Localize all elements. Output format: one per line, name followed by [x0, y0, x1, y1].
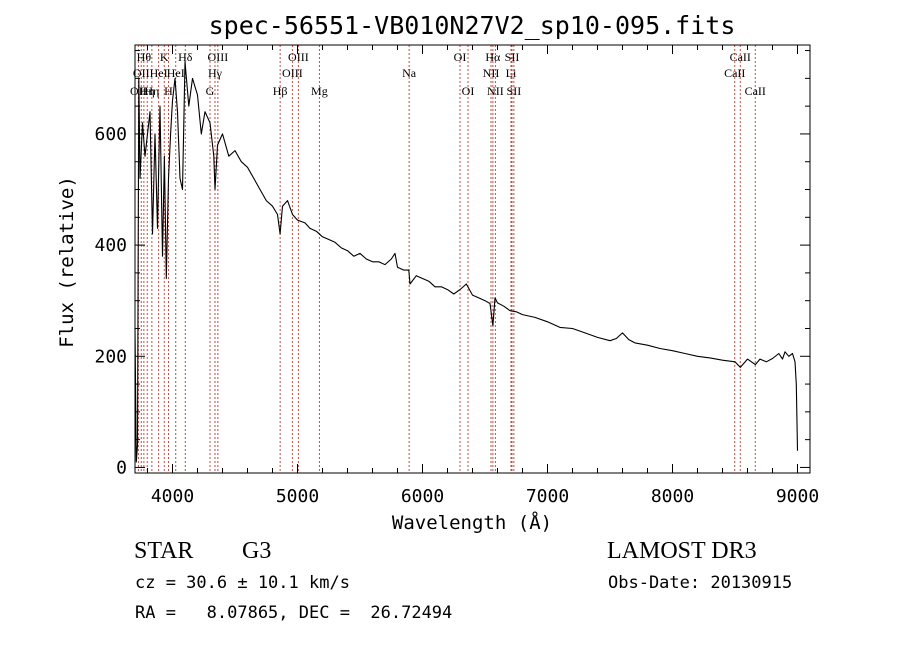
x-tick-label: 7000: [526, 486, 569, 507]
line-marker-label: Hγ: [208, 66, 223, 80]
obs-date-text: Obs-Date: 20130915: [608, 573, 793, 593]
line-marker-label: CaII: [724, 66, 745, 80]
line-marker-label: Hα: [485, 50, 501, 64]
x-tick-label: 9000: [776, 486, 819, 507]
line-marker-label: Hη: [140, 84, 155, 98]
line-marker-label: OI: [454, 50, 467, 64]
line-marker-label: OI: [462, 84, 475, 98]
x-tick-label: 8000: [651, 486, 694, 507]
line-marker-label: NII: [487, 84, 504, 98]
y-tick-label: 200: [94, 346, 127, 367]
object-class: STAR: [134, 538, 194, 564]
y-axis: 0 200 400 600: [94, 50, 810, 478]
line-marker-label: SII: [505, 50, 520, 64]
line-marker-label: HeI: [167, 66, 185, 80]
object-subclass: G3: [242, 538, 272, 564]
survey-label: LAMOST DR3: [607, 538, 757, 564]
coordinates-text: RA = 8.07865, DEC = 26.72494: [135, 603, 453, 623]
line-marker-label: NII: [483, 66, 500, 80]
y-axis-label: Flux (relative): [56, 176, 78, 348]
line-marker-label: Hβ: [273, 84, 288, 98]
line-marker-label: CaII: [730, 50, 751, 64]
line-marker-label: CaII: [745, 84, 766, 98]
line-markers: [137, 45, 756, 473]
x-axis-label: Wavelength (Å): [392, 511, 552, 534]
line-marker-label: OIII: [288, 50, 309, 64]
x-tick-label: 4000: [151, 486, 194, 507]
x-tick-label: 6000: [401, 486, 444, 507]
line-marker-label: Hη: [144, 84, 159, 98]
line-marker-label: Hθ: [137, 50, 152, 64]
line-marker-label: Li: [506, 66, 517, 80]
spectrum-line: [134, 61, 799, 463]
x-tick-label: 5000: [276, 486, 319, 507]
line-marker-label: Mg: [311, 84, 328, 98]
line-marker-label: SII: [507, 84, 522, 98]
line-marker-label: OIII: [282, 66, 303, 80]
line-marker-label: OII: [133, 66, 150, 80]
x-axis: 4000 5000 6000 7000 8000 9000: [147, 45, 819, 507]
line-marker-label: OIII: [208, 50, 229, 64]
line-marker-label: Na: [402, 66, 417, 80]
chart-title: spec-56551-VB010N27V2_sp10-095.fits: [209, 11, 736, 40]
line-marker-label: Hδ: [178, 50, 193, 64]
y-tick-label: 0: [116, 457, 127, 478]
line-marker-label: HeI: [150, 66, 168, 80]
plot-frame: [134, 44, 811, 474]
line-marker-label: G: [206, 84, 215, 98]
line-marker-label: H: [164, 84, 173, 98]
line-marker-labels: OIIOIIHθHηHηHeIKHHeIHδGHγOIIIHβOIIIOIIIM…: [130, 50, 766, 98]
redshift-text: cz = 30.6 ± 10.1 km/s: [135, 573, 350, 593]
y-tick-label: 600: [94, 124, 127, 145]
line-marker-label: K: [160, 50, 169, 64]
y-tick-label: 400: [94, 235, 127, 256]
